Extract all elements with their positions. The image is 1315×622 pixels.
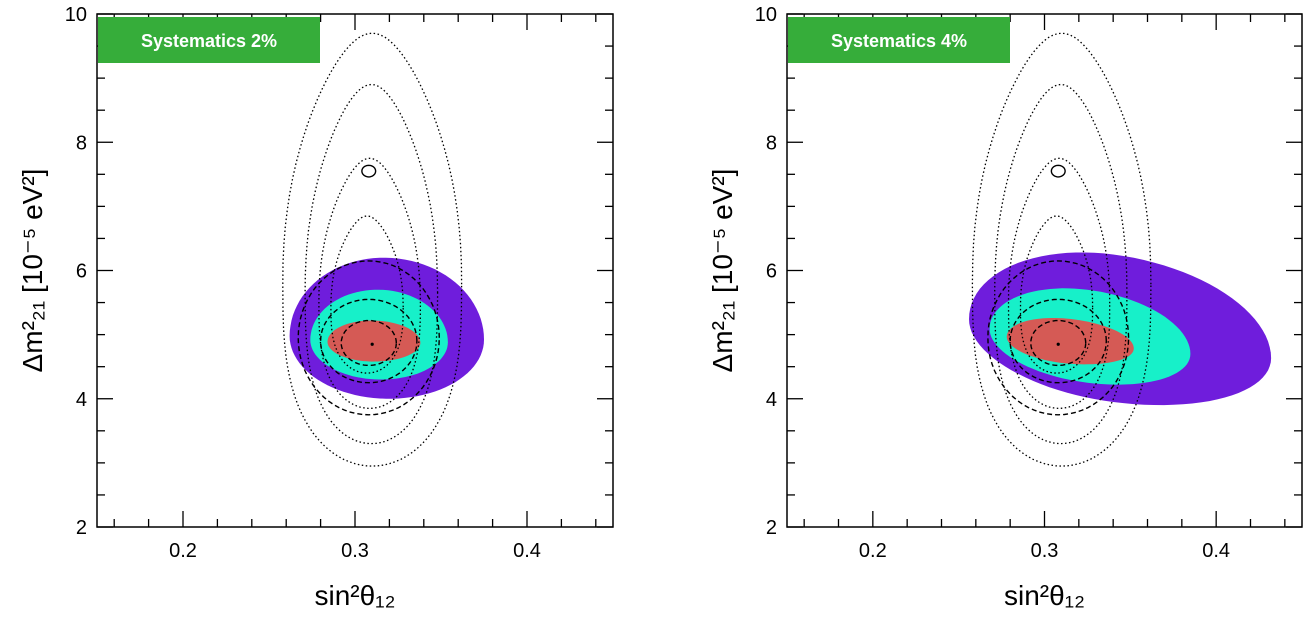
y-tick-label: 8 xyxy=(766,132,777,154)
x-tick-label: 0.3 xyxy=(1031,540,1059,562)
systematics-badge xyxy=(788,17,1010,63)
panel-2: 0.2 0.3 0.4 2 4 6 8 10 Systematics 4% sin²θ₁₂ Δm²₂… xyxy=(707,4,1303,611)
x-tick-label: 0.2 xyxy=(169,540,197,562)
plot-area xyxy=(282,32,484,467)
best-fit-point xyxy=(370,342,374,346)
small-contour xyxy=(361,164,377,178)
y-tick-label: 2 xyxy=(76,517,87,539)
x-axis-title: sin²θ₁₂ xyxy=(314,580,395,611)
y-tick-label: 4 xyxy=(76,389,87,411)
dotted-contour-1 xyxy=(330,215,404,374)
x-tick-label: 0.3 xyxy=(341,540,369,562)
y-tick-label: 2 xyxy=(766,517,777,539)
plot-area xyxy=(969,32,1272,467)
dotted-contour-3 xyxy=(304,83,439,445)
y-axis-title: Δm²₂₁ [10⁻⁵ eV²] xyxy=(707,169,738,373)
y-tick-label: 4 xyxy=(766,389,777,411)
panel-1: 0.2 0.3 0.4 2 4 6 8 10 Systematics 2% sin²θ₁₂ Δm²₂… xyxy=(17,4,614,611)
dashed-contour-2 xyxy=(1009,298,1108,384)
y-tick-label: 8 xyxy=(76,132,87,154)
small-contour xyxy=(1050,164,1066,178)
dashed-contour-1 xyxy=(340,319,398,367)
y-tick-label: 6 xyxy=(76,261,87,283)
x-tick-label: 0.4 xyxy=(513,540,541,562)
dashed-contour-1 xyxy=(1030,319,1087,367)
y-tick-label: 10 xyxy=(65,4,87,26)
x-axis-title: sin²θ₁₂ xyxy=(1004,580,1085,611)
systematics-badge xyxy=(98,17,320,63)
y-axis-title: Δm²₂₁ [10⁻⁵ eV²] xyxy=(17,169,48,373)
x-tick-label: 0.2 xyxy=(859,540,887,562)
dotted-contour-2 xyxy=(1007,157,1111,410)
dashed-contour-3 xyxy=(297,260,441,416)
systematics-badge-label: Systematics 4% xyxy=(831,31,967,51)
filled-contour-inner xyxy=(327,320,421,362)
systematics-badge-label: Systematics 2% xyxy=(141,31,277,51)
dotted-contour-1 xyxy=(1019,215,1094,374)
y-tick-label: 10 xyxy=(755,4,777,26)
dashed-contour-2 xyxy=(319,298,418,384)
y-tick-label: 6 xyxy=(766,261,777,283)
dotted-contour-3 xyxy=(994,83,1128,445)
x-tick-label: 0.4 xyxy=(1202,540,1230,562)
best-fit-point xyxy=(1056,342,1060,346)
dotted-contour-4 xyxy=(282,32,463,467)
dashed-contour-3 xyxy=(987,260,1130,416)
dotted-contour-2 xyxy=(318,157,422,410)
filled-contour-inner xyxy=(1006,318,1134,365)
